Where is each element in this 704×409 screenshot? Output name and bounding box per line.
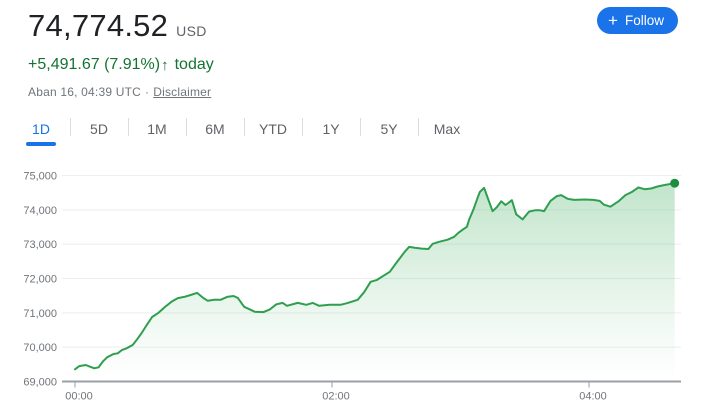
currency-label: USD bbox=[176, 23, 207, 39]
x-axis-label: 04:00 bbox=[579, 391, 607, 403]
y-axis-label: 70,000 bbox=[23, 342, 57, 354]
y-axis-label: 73,000 bbox=[23, 239, 57, 251]
y-axis-label: 69,000 bbox=[23, 377, 57, 389]
price-change-row: +5,491.67 (7.91%) ↑ today bbox=[28, 56, 704, 74]
price-line bbox=[74, 182, 676, 371]
change-value: +5,491.67 (7.91%) bbox=[28, 56, 161, 73]
follow-button[interactable]: + Follow bbox=[597, 7, 678, 34]
price-chart-canvas[interactable]: 75,000 74,000 73,000 72,000 71,000 70,000 69,0… bbox=[0, 157, 704, 409]
tab-6m[interactable]: 6M bbox=[186, 114, 244, 147]
tab-5d[interactable]: 5D bbox=[70, 114, 128, 147]
disclaimer-link[interactable]: Disclaimer bbox=[153, 85, 212, 99]
header: 74,774.52 USD + Follow +5,491.67 (7.91%)… bbox=[0, 0, 704, 99]
meta-row: Aban 16, 04:39 UTC · Disclaimer bbox=[28, 85, 704, 99]
y-axis-label: 72,000 bbox=[23, 274, 57, 286]
time-range-tabs: 1D 5D 1M 6M YTD 1Y 5Y Max bbox=[12, 114, 704, 147]
follow-button-label: Follow bbox=[624, 13, 664, 28]
x-axis-label: 02:00 bbox=[322, 391, 350, 403]
plus-icon: + bbox=[608, 10, 618, 30]
timestamp: Aban 16, 04:39 UTC bbox=[28, 85, 142, 99]
tab-1y[interactable]: 1Y bbox=[302, 114, 360, 147]
current-price-dot bbox=[670, 178, 680, 188]
meta-separator: · bbox=[145, 85, 150, 99]
y-axis-label: 75,000 bbox=[23, 171, 57, 183]
tab-1d[interactable]: 1D bbox=[12, 114, 70, 147]
tab-max[interactable]: Max bbox=[418, 114, 476, 147]
y-axis-label: 74,000 bbox=[23, 205, 57, 217]
arrow-up-icon: ↑ bbox=[161, 56, 169, 74]
tab-1m[interactable]: 1M bbox=[128, 114, 186, 147]
tab-ytd[interactable]: YTD bbox=[244, 114, 302, 147]
change-period: today bbox=[174, 56, 214, 73]
price-chart[interactable]: 75,000 74,000 73,000 72,000 71,000 70,000 69,0… bbox=[0, 157, 704, 409]
tab-5y[interactable]: 5Y bbox=[360, 114, 418, 147]
price-row: 74,774.52 USD + Follow bbox=[28, 7, 704, 43]
x-axis-label: 00:00 bbox=[65, 391, 93, 403]
price-area-fill bbox=[75, 183, 675, 382]
y-axis-label: 71,000 bbox=[23, 308, 57, 320]
current-price: 74,774.52 bbox=[28, 8, 169, 43]
